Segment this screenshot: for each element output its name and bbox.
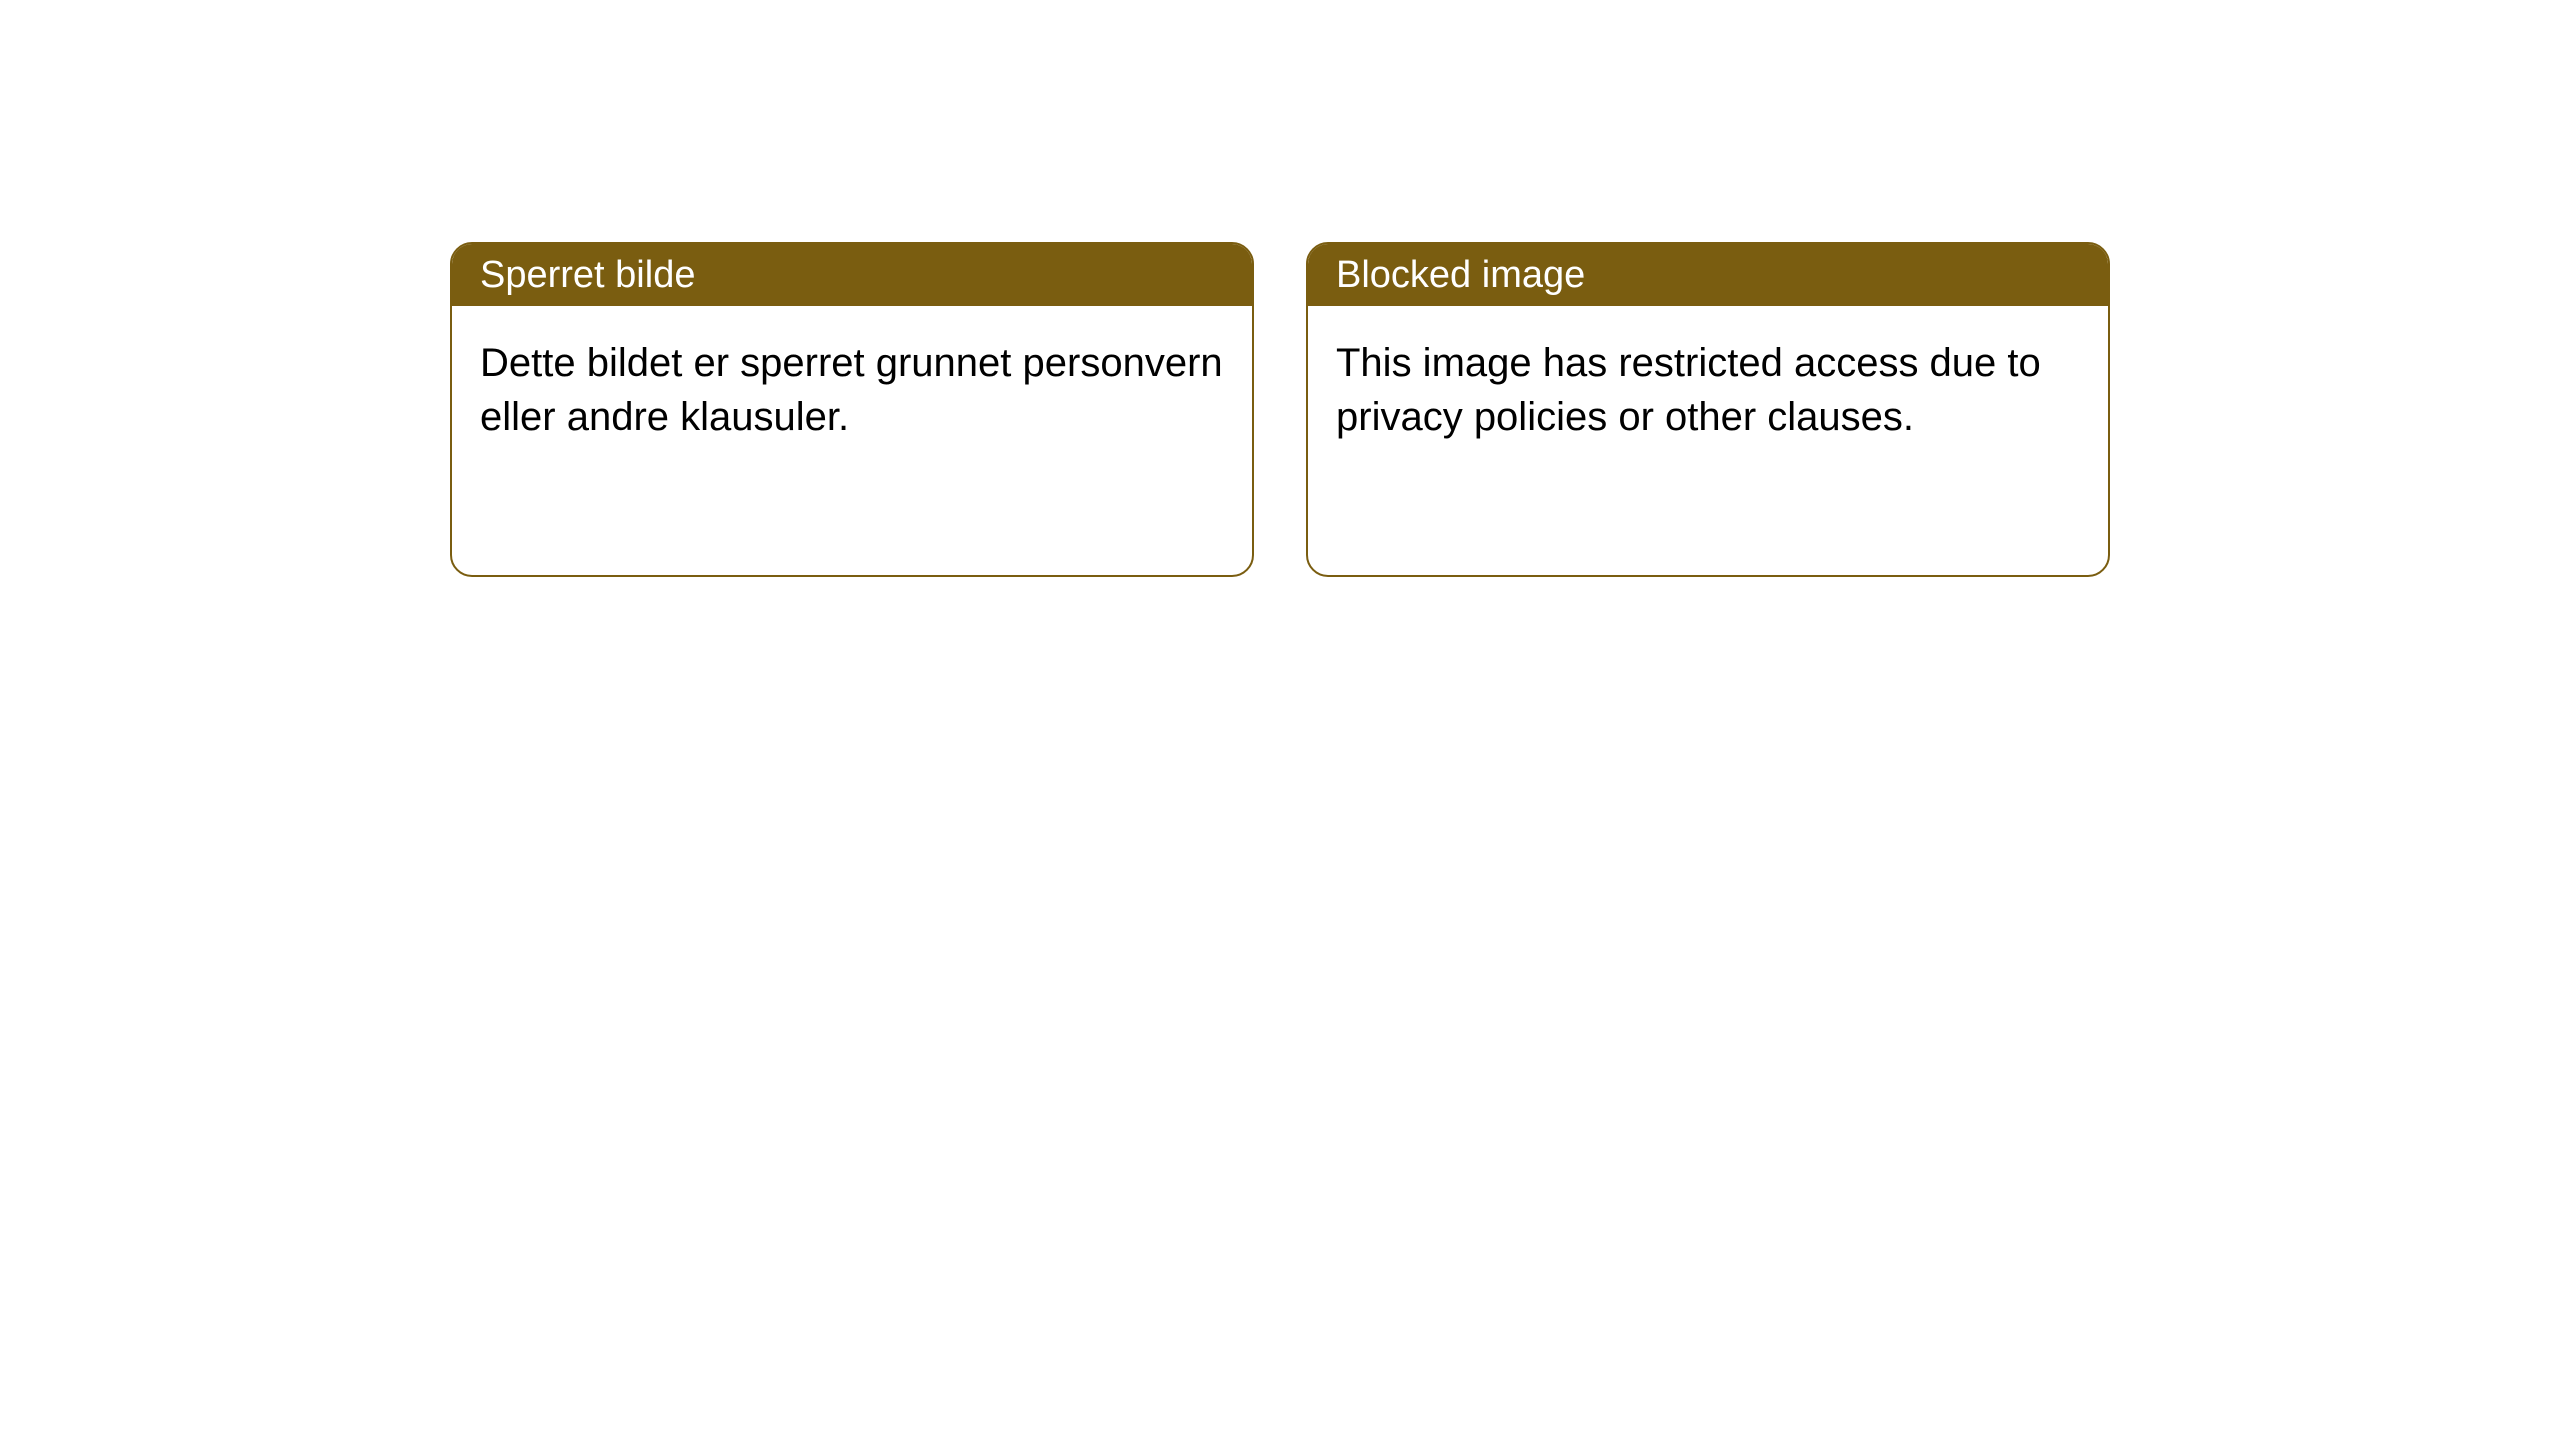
card-body-text: Dette bildet er sperret grunnet personve… [480, 341, 1223, 439]
card-header: Blocked image [1308, 244, 2108, 306]
card-title: Blocked image [1336, 254, 1585, 297]
card-body-text: This image has restricted access due to … [1336, 341, 2041, 439]
notice-card-norwegian: Sperret bilde Dette bildet er sperret gr… [450, 242, 1254, 577]
card-header: Sperret bilde [452, 244, 1252, 306]
card-body: Dette bildet er sperret grunnet personve… [452, 306, 1252, 474]
card-title: Sperret bilde [480, 254, 695, 297]
notice-container: Sperret bilde Dette bildet er sperret gr… [450, 242, 2110, 577]
card-body: This image has restricted access due to … [1308, 306, 2108, 474]
notice-card-english: Blocked image This image has restricted … [1306, 242, 2110, 577]
